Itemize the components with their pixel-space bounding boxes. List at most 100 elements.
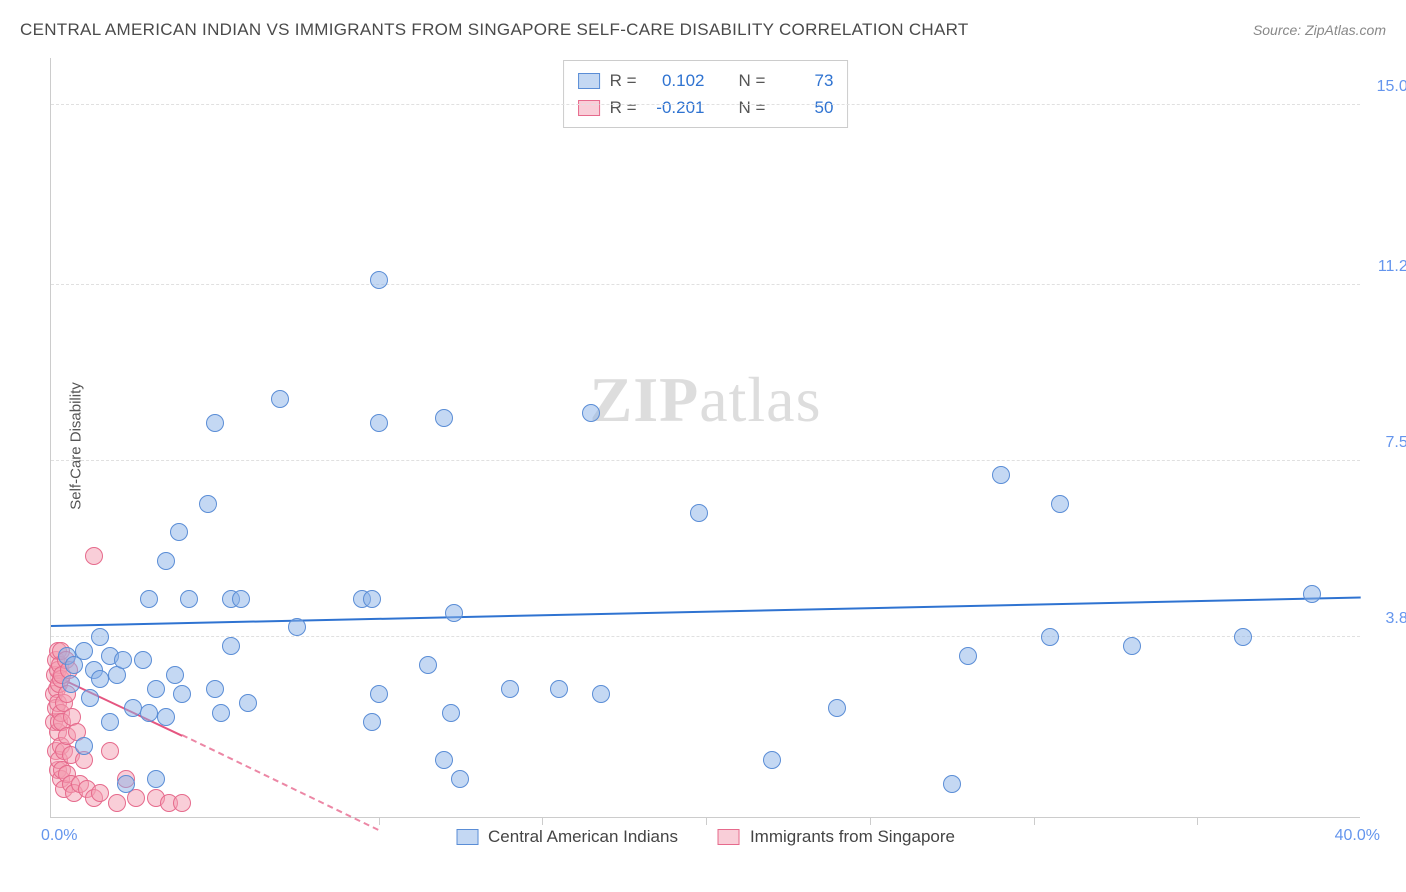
data-point [199,495,217,513]
series-legend-item: Immigrants from Singapore [718,827,955,847]
data-point [75,642,93,660]
data-point [108,794,126,812]
data-point [1303,585,1321,603]
data-point [370,414,388,432]
legend-n-label: N = [739,67,766,94]
data-point [140,590,158,608]
data-point [363,590,381,608]
legend-r-label: R = [610,67,637,94]
data-point [166,666,184,684]
data-point [370,271,388,289]
data-point [501,680,519,698]
data-point [1041,628,1059,646]
chart-plot-area: ZIPatlas R =0.102N =73R =-0.201N =50 0.0… [50,58,1360,818]
legend-swatch [578,100,600,116]
data-point [232,590,250,608]
data-point [62,675,80,693]
data-point [550,680,568,698]
data-point [592,685,610,703]
data-point [451,770,469,788]
data-point [114,651,132,669]
data-point [239,694,257,712]
data-point [288,618,306,636]
data-point [1123,637,1141,655]
watermark: ZIPatlas [590,363,822,437]
gridline [51,636,1360,637]
series-legend-label: Immigrants from Singapore [750,827,955,847]
data-point [212,704,230,722]
data-point [117,775,135,793]
series-legend: Central American Indians Immigrants from … [456,827,955,847]
data-point [180,590,198,608]
data-point [419,656,437,674]
x-tick [379,817,380,825]
data-point [75,737,93,755]
series-legend-label: Central American Indians [488,827,678,847]
data-point [173,794,191,812]
data-point [763,751,781,769]
trend-line [182,734,379,831]
data-point [101,742,119,760]
y-tick-label: 15.0% [1377,78,1406,96]
data-point [992,466,1010,484]
data-point [170,523,188,541]
data-point [85,547,103,565]
gridline [51,284,1360,285]
data-point [140,704,158,722]
data-point [1051,495,1069,513]
data-point [147,770,165,788]
series-legend-item: Central American Indians [456,827,678,847]
data-point [147,680,165,698]
gridline [51,104,1360,105]
data-point [582,404,600,422]
x-tick [706,817,707,825]
data-point [101,713,119,731]
data-point [157,552,175,570]
data-point [91,628,109,646]
y-tick-label: 3.8% [1386,610,1406,628]
data-point [445,604,463,622]
data-point [442,704,460,722]
x-tick [542,817,543,825]
watermark-zip: ZIP [590,364,700,435]
legend-n-label: N = [739,94,766,121]
legend-r-value: 0.102 [647,67,705,94]
source-label: Source: ZipAtlas.com [1253,22,1386,38]
x-tick [1197,817,1198,825]
data-point [157,708,175,726]
correlation-legend: R = 0.102 N = 73 R = -0.201 N = 50 [563,60,849,128]
data-point [91,784,109,802]
data-point [81,689,99,707]
data-point [435,409,453,427]
data-point [206,414,224,432]
data-point [959,647,977,665]
data-point [363,713,381,731]
legend-swatch [578,73,600,89]
data-point [435,751,453,769]
legend-row: R = 0.102 N = 73 [578,67,834,94]
data-point [134,651,152,669]
legend-n-value: 73 [775,67,833,94]
legend-row: R = -0.201 N = 50 [578,94,834,121]
data-point [828,699,846,717]
data-point [943,775,961,793]
data-point [222,637,240,655]
x-tick [870,817,871,825]
data-point [124,699,142,717]
data-point [91,670,109,688]
y-tick-label: 11.2% [1378,258,1406,276]
data-point [690,504,708,522]
gridline [51,460,1360,461]
chart-title: CENTRAL AMERICAN INDIAN VS IMMIGRANTS FR… [20,20,969,40]
legend-r-value: -0.201 [647,94,705,121]
data-point [370,685,388,703]
legend-n-value: 50 [775,94,833,121]
x-axis-start-label: 0.0% [41,827,77,845]
data-point [271,390,289,408]
legend-r-label: R = [610,94,637,121]
watermark-atlas: atlas [699,364,821,435]
legend-swatch [718,829,740,845]
x-axis-end-label: 40.0% [1335,827,1380,845]
y-tick-label: 7.5% [1386,434,1406,452]
data-point [1234,628,1252,646]
